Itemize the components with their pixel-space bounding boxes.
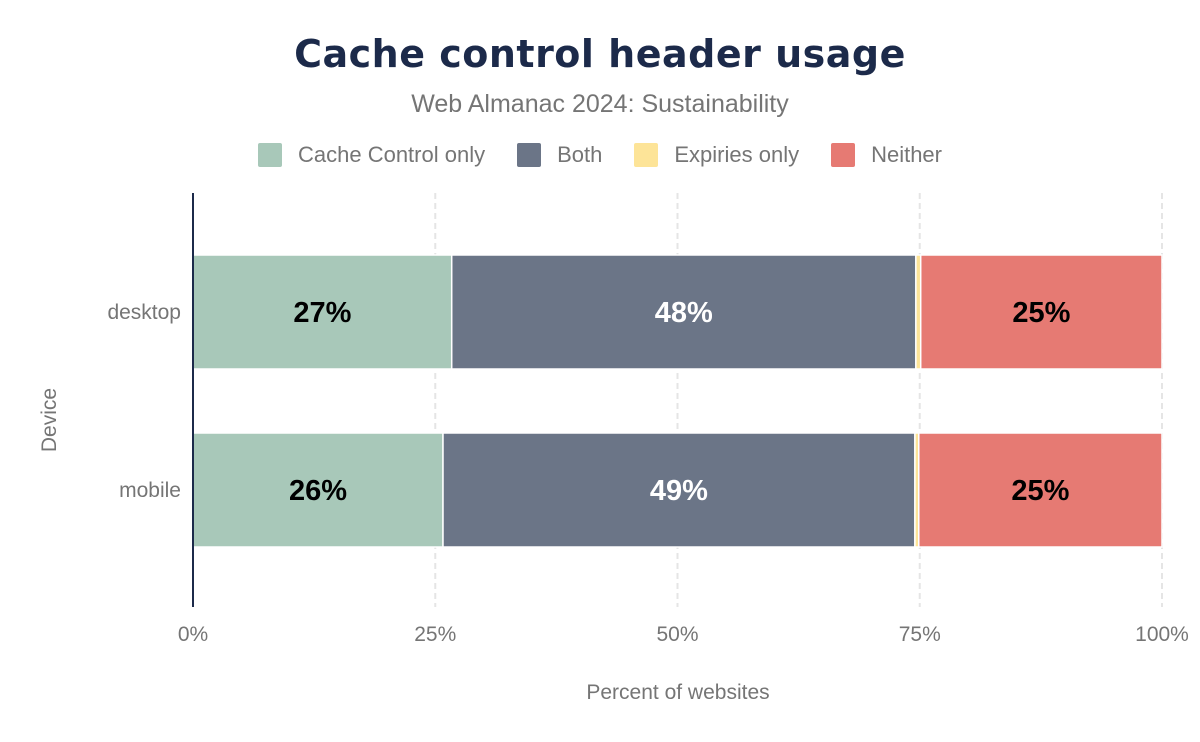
legend-swatch [634, 143, 659, 167]
legend-label: Expiries only [674, 142, 800, 167]
data-label: 26% [289, 475, 347, 507]
chart-title: Cache control header usage [294, 32, 906, 76]
chart-subtitle: Web Almanac 2024: Sustainability [411, 90, 789, 118]
bar-segment [918, 432, 1163, 548]
legend-label: Both [557, 142, 603, 167]
legend: Cache Control only Both Expiries only Neith… [0, 142, 1200, 168]
bar-segment [442, 432, 916, 548]
legend-item[interactable]: Expiries only [634, 142, 799, 168]
data-label: 49% [650, 475, 708, 507]
x-axis-label: Percent of websites [586, 681, 769, 704]
bar-segment [450, 254, 917, 370]
data-label: 48% [655, 297, 713, 329]
data-label: 25% [1012, 297, 1070, 329]
legend-swatch [831, 143, 856, 167]
bar-segment [192, 432, 444, 548]
legend-swatch [257, 143, 282, 167]
legend-label: Cache Control only [297, 142, 486, 167]
y-axis-label: Device [38, 388, 61, 452]
x-tick-label: 0% [178, 623, 208, 646]
x-tick-label: 75% [899, 623, 941, 646]
x-tick-label: 50% [656, 623, 698, 646]
y-tick-label: mobile [119, 479, 181, 502]
data-label: 27% [293, 297, 351, 329]
bar-segment [192, 254, 453, 370]
y-tick-label: desktop [107, 301, 181, 324]
data-label: 25% [1011, 475, 1069, 507]
legend-item[interactable]: Both [517, 142, 602, 168]
x-tick-label: 100% [1135, 623, 1189, 646]
x-tick-label: 25% [414, 623, 456, 646]
legend-label: Neither [871, 142, 942, 167]
bar-segment [919, 254, 1163, 370]
legend-item[interactable]: Cache Control only [257, 142, 486, 168]
legend-swatch [517, 143, 542, 167]
legend-item[interactable]: Neither [831, 142, 942, 168]
